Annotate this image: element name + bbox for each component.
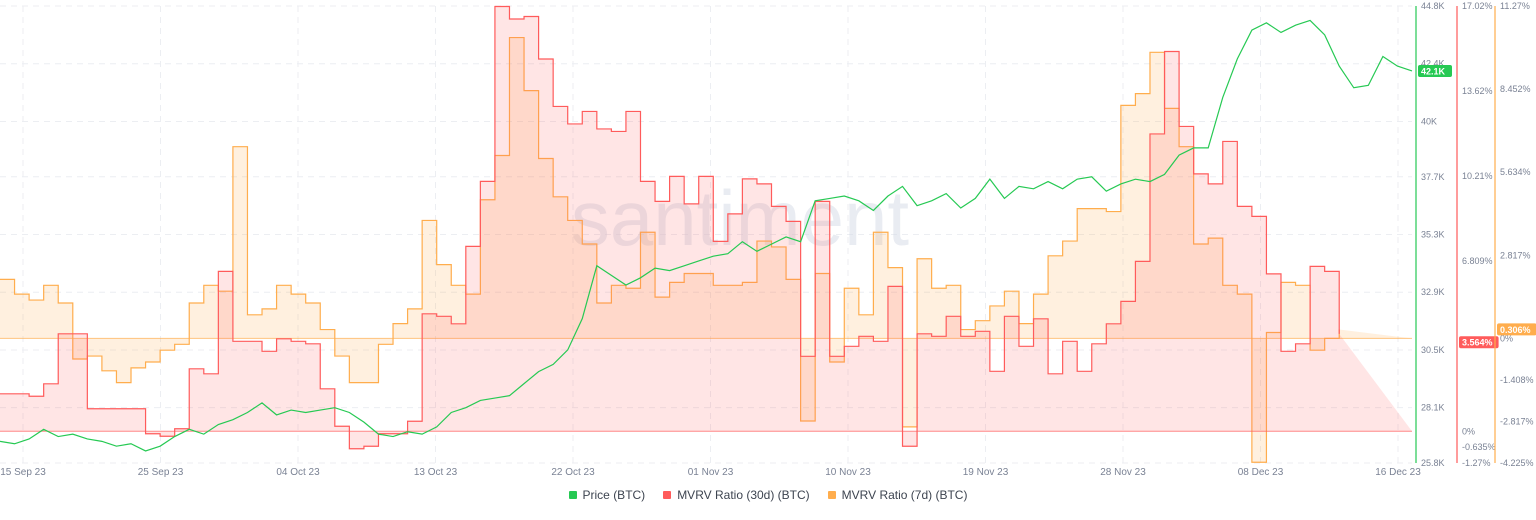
axis-mvrv-7d-tick-label: 2.817%	[1500, 250, 1531, 260]
series-price-line	[0, 19, 1413, 452]
axes: 25.8K 28.1K 30.5K 32.9K 35.3K 37.7K 40K 42.4K 44…	[1415, 1, 1536, 468]
axis-mvrv-30d-current-label: 3.564%	[1462, 338, 1493, 348]
legend-swatch-price	[568, 491, 577, 499]
series-mvrv-30d-area	[0, 6, 1412, 449]
x-tick-label: 04 Oct 23	[276, 467, 320, 478]
axis-mvrv-30d-tick-label: 17.02%	[1462, 1, 1493, 11]
axis-price-tick-label: 25.8K	[1421, 458, 1445, 468]
axis-mvrv-7d-tick-label: 5.634%	[1500, 167, 1531, 177]
legend-label-mvrv-7d: MVRV Ratio (7d) (BTC)	[841, 488, 968, 502]
x-tick-label: 13 Oct 23	[414, 467, 458, 478]
chart-svg: santiment 25.8K 28.1K 30.5K 32.9K 35.3K 37.7K…	[0, 1, 1536, 478]
series-mvrv-30d-line	[0, 5, 1340, 450]
x-tick-label: 16 Dec 23	[1375, 467, 1421, 478]
axis-price-tick-label: 28.1K	[1421, 403, 1445, 413]
axis-mvrv-30d-tick-label: 6.809%	[1462, 256, 1493, 266]
axis-mvrv-7d-tick-label: 0%	[1500, 333, 1513, 343]
series-layer	[0, 5, 1413, 463]
x-tick-label: 08 Dec 23	[1238, 467, 1284, 478]
axis-mvrv-30d-tick-label: 13.62%	[1462, 86, 1493, 96]
axis-mvrv-7d-tick-label: 11.27%	[1500, 1, 1530, 11]
watermark: santiment	[571, 174, 909, 262]
x-tick-label: 01 Nov 23	[688, 467, 734, 478]
axis-mvrv-30d-tick-label: -1.27%	[1462, 458, 1491, 468]
axis-mvrv-7d-tick-label: 8.452%	[1500, 84, 1531, 94]
x-tick-label: 19 Nov 23	[963, 467, 1009, 478]
legend-swatch-mvrv-30d	[663, 491, 672, 499]
axis-price-tick-label: 35.3K	[1421, 230, 1445, 240]
axis-mvrv-30d-tick-label: 0%	[1462, 426, 1475, 436]
legend-label-mvrv-30d: MVRV Ratio (30d) (BTC)	[677, 488, 810, 502]
series-mvrv-7d-area	[0, 37, 1412, 463]
legend-swatch-mvrv-7d	[827, 491, 836, 499]
axis-mvrv-30d-current-badge	[1459, 336, 1499, 349]
axis-price-tick-label: 42.4K	[1421, 59, 1445, 69]
legend-item-mvrv-30d[interactable]: MVRV Ratio (30d) (BTC)	[663, 488, 810, 502]
axis-mvrv-7d-tick-label: -4.225%	[1500, 458, 1534, 468]
axis-price-tick-label: 37.7K	[1421, 172, 1445, 182]
axis-mvrv-7d-current-badge	[1497, 323, 1536, 336]
x-tick-label: 22 Oct 23	[551, 467, 595, 478]
axis-mvrv-7d-tick-label: -1.408%	[1500, 375, 1534, 385]
axis-price-tick-label: 32.9K	[1421, 287, 1445, 297]
gridlines	[0, 5, 1412, 464]
axis-mvrv-30d-tick-label: -0.635%	[1462, 442, 1496, 452]
axis-price-tick-label: 44.8K	[1421, 1, 1445, 11]
x-tick-label: 10 Nov 23	[825, 467, 871, 478]
axis-price-tick-label: 40K	[1421, 116, 1437, 126]
x-tick-label: 25 Sep 23	[138, 467, 184, 478]
axis-price-current-badge	[1418, 64, 1452, 77]
axis-mvrv-7d-tick-label: -2.817%	[1500, 416, 1534, 426]
legend-item-mvrv-7d[interactable]: MVRV Ratio (7d) (BTC)	[827, 488, 968, 502]
legend-label-price: Price (BTC)	[582, 488, 646, 502]
legend-item-price[interactable]: Price (BTC)	[568, 488, 646, 502]
x-axis: 15 Sep 23 25 Sep 23 04 Oct 23 13 Oct 23 22 O…	[0, 467, 1421, 478]
x-tick-label: 15 Sep 23	[0, 467, 46, 478]
axis-mvrv-7d-current-label: 0.306%	[1500, 325, 1531, 335]
axis-price-tick-label: 30.5K	[1421, 345, 1445, 355]
x-tick-label: 28 Nov 23	[1100, 467, 1146, 478]
axis-mvrv-30d-tick-label: 10.21%	[1462, 171, 1493, 181]
axis-price-current-label: 42.1K	[1421, 66, 1446, 76]
legend: Price (BTC) MVRV Ratio (30d) (BTC) MVRV …	[0, 488, 1536, 502]
